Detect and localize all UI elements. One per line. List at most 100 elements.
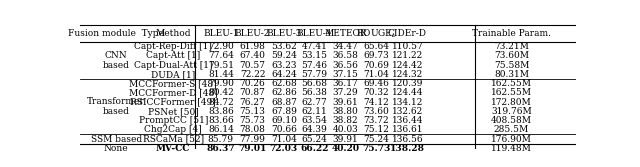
Text: Fusion module  Type: Fusion module Type: [68, 29, 164, 38]
Text: 75.12: 75.12: [363, 125, 389, 134]
Text: 39.91: 39.91: [333, 135, 358, 144]
Text: Method: Method: [156, 29, 191, 38]
Text: ROUGE$_L$: ROUGE$_L$: [356, 27, 397, 40]
Text: 136.56: 136.56: [392, 135, 423, 144]
Text: 162.55M: 162.55M: [491, 79, 532, 88]
Text: 67.89: 67.89: [271, 107, 297, 116]
Text: 69.46: 69.46: [363, 79, 389, 88]
Text: 124.32: 124.32: [392, 70, 423, 79]
Text: 71.04: 71.04: [271, 135, 297, 144]
Text: 136.61: 136.61: [392, 125, 423, 134]
Text: 57.46: 57.46: [301, 61, 328, 69]
Text: 69.10: 69.10: [271, 116, 297, 125]
Text: Chg2Cap [4]: Chg2Cap [4]: [145, 125, 202, 134]
Text: 408.58M: 408.58M: [491, 116, 532, 125]
Text: 62.11: 62.11: [301, 107, 328, 116]
Text: 86.37: 86.37: [207, 144, 235, 153]
Text: Trainable Param.: Trainable Param.: [472, 29, 551, 38]
Text: MCCFormer-D [48]: MCCFormer-D [48]: [129, 88, 218, 97]
Text: 57.79: 57.79: [301, 70, 328, 79]
Text: 65.24: 65.24: [301, 135, 328, 144]
Text: BLEU-4: BLEU-4: [297, 29, 332, 38]
Text: DUDA [1]: DUDA [1]: [151, 70, 195, 79]
Text: 36.58: 36.58: [332, 51, 358, 60]
Text: 63.23: 63.23: [271, 61, 296, 69]
Text: 53.62: 53.62: [271, 42, 297, 51]
Text: 39.61: 39.61: [333, 98, 358, 107]
Text: 36.56: 36.56: [332, 61, 358, 69]
Text: 70.32: 70.32: [364, 88, 389, 97]
Text: 38.82: 38.82: [333, 116, 358, 125]
Text: 110.57: 110.57: [392, 42, 423, 51]
Text: 80.31M: 80.31M: [494, 70, 529, 79]
Text: 77.99: 77.99: [239, 135, 266, 144]
Text: RSICCFormer [49]: RSICCFormer [49]: [131, 98, 216, 107]
Text: 73.60: 73.60: [364, 107, 389, 116]
Text: 62.86: 62.86: [271, 88, 297, 97]
Text: Capt-Dual-Att [1]: Capt-Dual-Att [1]: [134, 61, 212, 69]
Text: 75.24: 75.24: [363, 135, 389, 144]
Text: 75.73: 75.73: [239, 116, 266, 125]
Text: Transformer
based: Transformer based: [87, 97, 145, 116]
Text: 56.68: 56.68: [301, 79, 328, 88]
Text: 85.79: 85.79: [208, 135, 234, 144]
Text: 62.77: 62.77: [301, 98, 328, 107]
Text: 68.87: 68.87: [271, 98, 297, 107]
Text: CIDEr-D: CIDEr-D: [388, 29, 427, 38]
Text: 40.03: 40.03: [333, 125, 358, 134]
Text: 121.22: 121.22: [392, 51, 423, 60]
Text: 64.39: 64.39: [301, 125, 328, 134]
Text: 81.44: 81.44: [208, 70, 234, 79]
Text: 70.66: 70.66: [271, 125, 297, 134]
Text: 65.64: 65.64: [363, 42, 389, 51]
Text: 62.68: 62.68: [271, 79, 297, 88]
Text: 70.87: 70.87: [239, 88, 266, 97]
Text: None: None: [104, 144, 129, 153]
Text: 84.72: 84.72: [208, 98, 234, 107]
Text: 79.51: 79.51: [208, 61, 234, 69]
Text: 79.90: 79.90: [208, 79, 234, 88]
Text: 34.47: 34.47: [333, 42, 358, 51]
Text: 138.28: 138.28: [390, 144, 425, 153]
Text: 36.17: 36.17: [333, 79, 358, 88]
Text: Capt-Att [1]: Capt-Att [1]: [146, 51, 200, 60]
Text: 69.73: 69.73: [364, 51, 389, 60]
Text: 53.15: 53.15: [301, 51, 328, 60]
Text: 70.57: 70.57: [239, 61, 266, 69]
Text: 86.14: 86.14: [208, 125, 234, 134]
Text: 83.66: 83.66: [208, 116, 234, 125]
Text: 38.80: 38.80: [333, 107, 358, 116]
Text: PSNet [50]: PSNet [50]: [148, 107, 198, 116]
Text: 285.5M: 285.5M: [494, 125, 529, 134]
Text: 134.12: 134.12: [392, 98, 423, 107]
Text: RSCaMa [52]: RSCaMa [52]: [143, 135, 204, 144]
Text: 37.29: 37.29: [333, 88, 358, 97]
Text: 56.38: 56.38: [301, 88, 328, 97]
Text: 162.55M: 162.55M: [491, 88, 532, 97]
Text: METEOR: METEOR: [324, 29, 367, 38]
Text: 72.03: 72.03: [269, 144, 298, 153]
Text: 64.24: 64.24: [271, 70, 297, 79]
Text: 72.90: 72.90: [208, 42, 234, 51]
Text: 40.20: 40.20: [332, 144, 360, 153]
Text: 124.42: 124.42: [392, 61, 423, 69]
Text: Capt-Rep-Diff [1]: Capt-Rep-Diff [1]: [134, 42, 212, 51]
Text: 76.27: 76.27: [240, 98, 266, 107]
Text: 75.13: 75.13: [239, 107, 266, 116]
Text: SSM based: SSM based: [91, 135, 142, 144]
Text: 73.21M: 73.21M: [494, 42, 529, 51]
Text: 79.01: 79.01: [239, 144, 267, 153]
Text: CNN
based: CNN based: [103, 51, 130, 70]
Text: 119.48M: 119.48M: [491, 144, 532, 153]
Text: 75.58M: 75.58M: [494, 61, 529, 69]
Text: 319.76M: 319.76M: [491, 107, 532, 116]
Text: BLEU-1: BLEU-1: [203, 29, 239, 38]
Text: 176.90M: 176.90M: [491, 135, 532, 144]
Text: 47.41: 47.41: [301, 42, 328, 51]
Text: 78.08: 78.08: [239, 125, 266, 134]
Text: 136.44: 136.44: [392, 116, 423, 125]
Text: 124.44: 124.44: [392, 88, 423, 97]
Text: 61.98: 61.98: [239, 42, 266, 51]
Text: MCCFormer-S [48]: MCCFormer-S [48]: [129, 79, 217, 88]
Text: 59.24: 59.24: [271, 51, 297, 60]
